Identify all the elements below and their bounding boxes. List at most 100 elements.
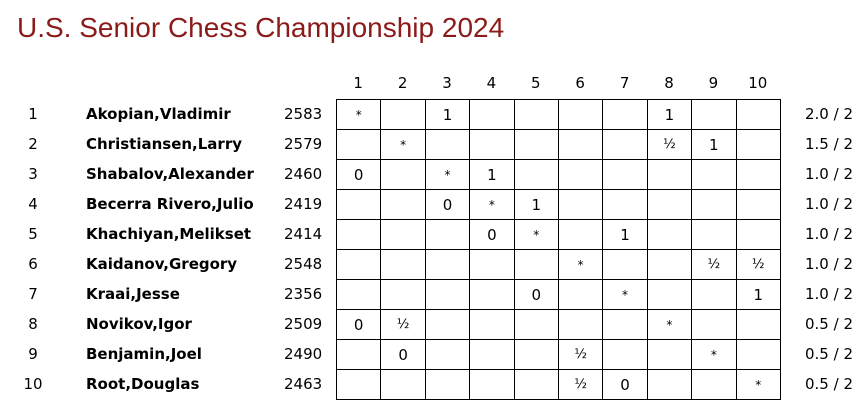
table-row: 0 * 1 bbox=[335, 279, 781, 310]
player-rating: 2414 bbox=[284, 225, 323, 243]
player-name: Kraai,Jesse bbox=[86, 285, 180, 303]
player-name: Novikov,Igor bbox=[86, 315, 192, 333]
result-cell bbox=[602, 339, 648, 370]
result-cell bbox=[335, 249, 382, 280]
result-cell bbox=[691, 99, 737, 130]
result-cell bbox=[557, 159, 604, 190]
player-rating: 2548 bbox=[284, 255, 323, 273]
player-score: 1.0 / 2 bbox=[805, 285, 853, 303]
result-cell bbox=[735, 159, 781, 190]
player-score: 1.0 / 2 bbox=[805, 225, 853, 243]
result-cell bbox=[646, 189, 693, 220]
player-name: Benjamin,Joel bbox=[86, 345, 202, 363]
result-cell: * bbox=[602, 279, 648, 310]
result-cell bbox=[646, 249, 693, 280]
player-score: 0.5 / 2 bbox=[805, 345, 853, 363]
result-cell bbox=[380, 369, 426, 400]
result-cell: * bbox=[380, 129, 426, 160]
result-cell bbox=[469, 339, 515, 370]
result-cell bbox=[469, 129, 515, 160]
result-cell: * bbox=[691, 339, 737, 370]
result-cell: * bbox=[557, 249, 604, 280]
result-cell: 0 bbox=[335, 309, 382, 340]
result-cell: 1 bbox=[513, 189, 559, 220]
player-rating: 2583 bbox=[284, 105, 323, 123]
result-cell bbox=[335, 189, 382, 220]
result-cell bbox=[513, 309, 559, 340]
player-rating: 2509 bbox=[284, 315, 323, 333]
result-cell: ½ bbox=[646, 129, 693, 160]
page-title: U.S. Senior Chess Championship 2024 bbox=[17, 12, 505, 43]
result-cell bbox=[513, 369, 559, 400]
result-cell bbox=[380, 99, 426, 130]
result-cell: 0 bbox=[602, 369, 648, 400]
result-cell: * bbox=[513, 219, 559, 250]
result-cell bbox=[513, 339, 559, 370]
result-cell: 1 bbox=[691, 129, 737, 160]
table-row: ½ 0 * bbox=[335, 369, 781, 400]
column-header: 6 bbox=[575, 74, 585, 92]
result-cell bbox=[691, 309, 737, 340]
player-rating: 2579 bbox=[284, 135, 323, 153]
result-cell bbox=[513, 129, 559, 160]
player-rank: 8 bbox=[28, 315, 38, 333]
player-rank: 5 bbox=[28, 225, 38, 243]
result-cell bbox=[469, 309, 515, 340]
result-cell: 0 bbox=[513, 279, 559, 310]
result-cell bbox=[335, 129, 382, 160]
table-row: * 1 1 bbox=[335, 99, 781, 130]
player-name: Shabalov,Alexander bbox=[86, 165, 254, 183]
result-cell bbox=[424, 309, 471, 340]
player-score: 0.5 / 2 bbox=[805, 375, 853, 393]
result-cell bbox=[691, 159, 737, 190]
result-cell bbox=[335, 339, 382, 370]
result-cell: ½ bbox=[691, 249, 737, 280]
result-cell: 1 bbox=[602, 219, 648, 250]
result-cell: 1 bbox=[735, 279, 781, 310]
result-cell bbox=[557, 219, 604, 250]
result-cell bbox=[735, 309, 781, 340]
result-cell bbox=[557, 129, 604, 160]
player-score: 1.0 / 2 bbox=[805, 165, 853, 183]
result-cell bbox=[557, 189, 604, 220]
result-cell: * bbox=[335, 99, 382, 130]
result-cell: * bbox=[646, 309, 693, 340]
result-cell bbox=[602, 189, 648, 220]
result-cell bbox=[691, 219, 737, 250]
result-cell bbox=[691, 189, 737, 220]
result-cell bbox=[646, 339, 693, 370]
result-cell bbox=[424, 129, 471, 160]
result-cell: 1 bbox=[424, 99, 471, 130]
player-name: Khachiyan,Melikset bbox=[86, 225, 252, 243]
result-cell: ½ bbox=[735, 249, 781, 280]
player-rating: 2419 bbox=[284, 195, 323, 213]
result-cell bbox=[646, 159, 693, 190]
result-cell bbox=[469, 369, 515, 400]
result-cell bbox=[691, 279, 737, 310]
result-cell bbox=[513, 249, 559, 280]
player-name: Root,Douglas bbox=[86, 375, 200, 393]
table-row: 0 * 1 bbox=[335, 189, 781, 220]
player-score: 1.5 / 2 bbox=[805, 135, 853, 153]
result-cell bbox=[557, 279, 604, 310]
result-cell bbox=[602, 99, 648, 130]
player-name: Akopian,Vladimir bbox=[86, 105, 231, 123]
column-header: 1 bbox=[353, 74, 363, 92]
player-rank: 10 bbox=[23, 375, 43, 393]
result-cell bbox=[735, 129, 781, 160]
result-cell bbox=[735, 189, 781, 220]
column-header: 3 bbox=[442, 74, 452, 92]
table-row: 0 * 1 bbox=[335, 159, 781, 190]
player-rank: 2 bbox=[28, 135, 38, 153]
table-row: * ½ ½ bbox=[335, 249, 781, 280]
player-rating: 2490 bbox=[284, 345, 323, 363]
result-cell bbox=[380, 249, 426, 280]
column-header: 5 bbox=[531, 74, 541, 92]
result-cell bbox=[424, 219, 471, 250]
player-score: 1.0 / 2 bbox=[805, 195, 853, 213]
column-header: 4 bbox=[486, 74, 497, 92]
table-row: 0 ½ * bbox=[335, 339, 781, 370]
result-cell bbox=[380, 189, 426, 220]
result-cell: 0 bbox=[380, 339, 426, 370]
player-score: 0.5 / 2 bbox=[805, 315, 853, 333]
